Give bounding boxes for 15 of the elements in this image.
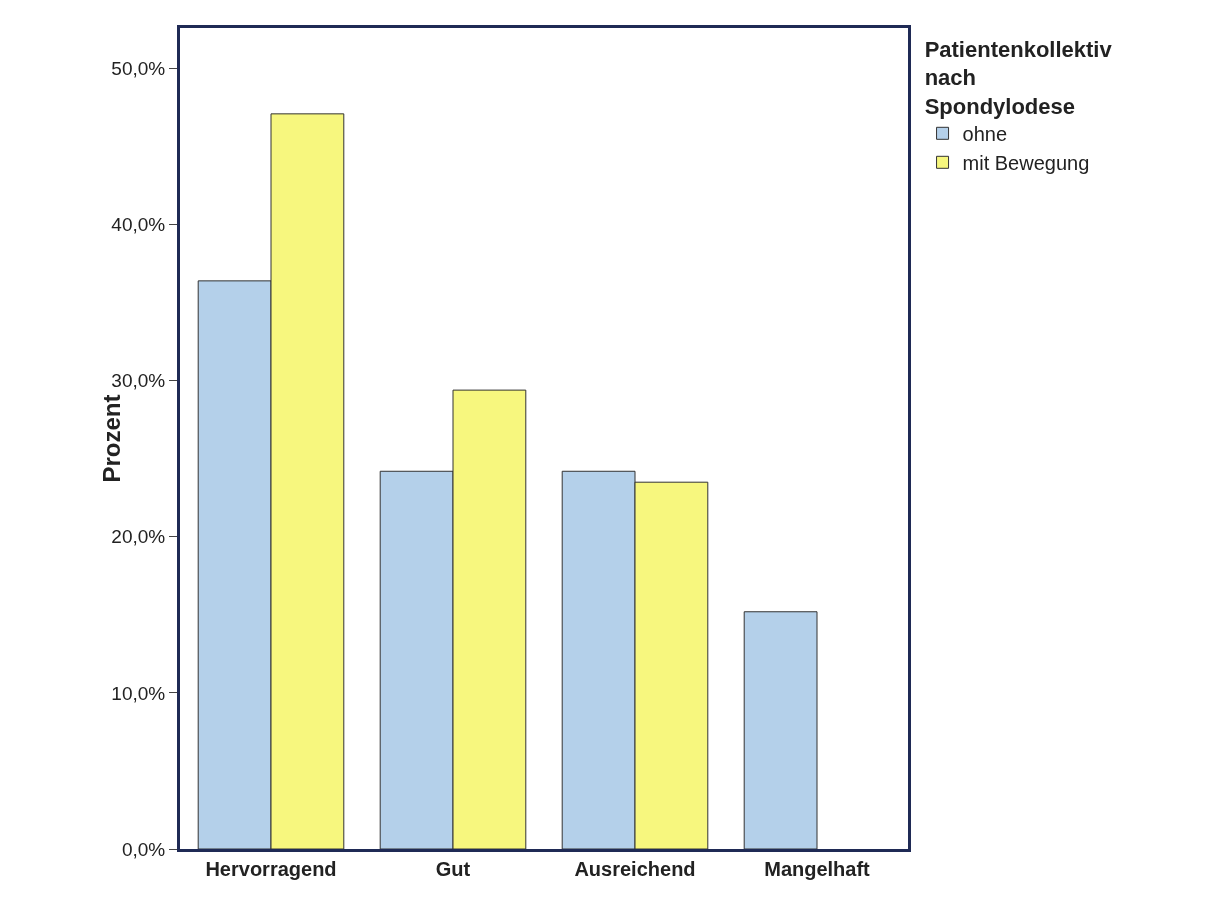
y-tick-label: 50,0% xyxy=(111,58,166,80)
y-tick-label: 20,0% xyxy=(111,526,166,548)
legend-label: ohne xyxy=(962,123,1008,146)
y-axis-title: Prozent xyxy=(98,394,125,483)
x-tick-label: Gut xyxy=(435,858,471,880)
y-tick-label: 30,0% xyxy=(111,370,166,392)
x-tick-label: Mangelhaft xyxy=(764,858,871,880)
legend-label: mit Bewegung xyxy=(962,152,1090,175)
x-tick-label: Hervorragend xyxy=(205,858,337,880)
y-tick-label: 10,0% xyxy=(111,682,166,704)
bar xyxy=(743,611,818,849)
legend-title: Patientenkollektiv nach Spondylodese xyxy=(924,36,1113,119)
y-tick-label: 40,0% xyxy=(111,214,166,236)
y-tick-label: 0,0% xyxy=(121,838,166,860)
x-tick-label: Ausreichend xyxy=(574,858,696,880)
